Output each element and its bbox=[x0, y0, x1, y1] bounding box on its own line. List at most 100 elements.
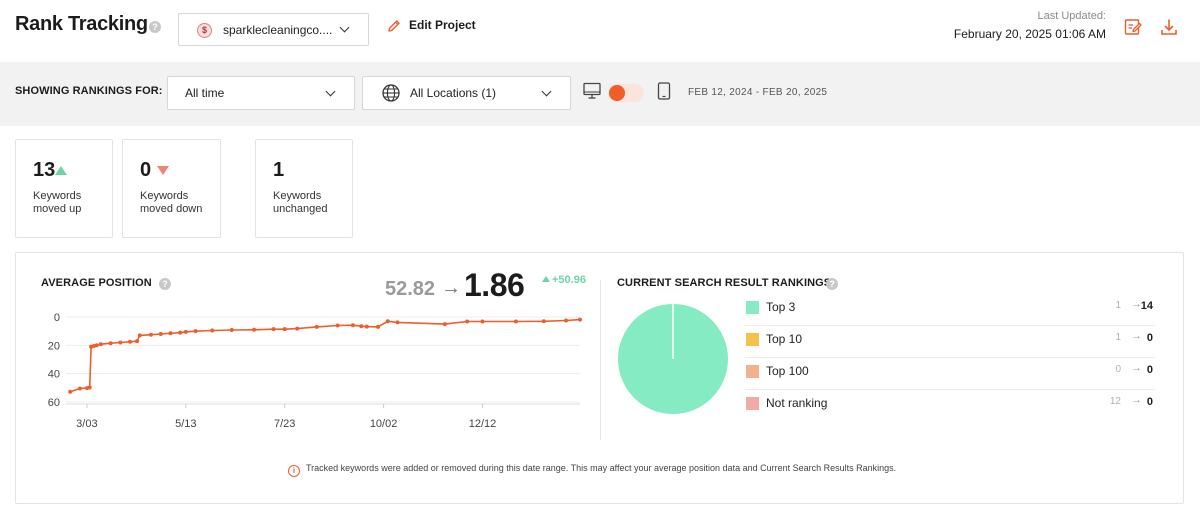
desktop-icon[interactable] bbox=[583, 82, 601, 100]
project-name: sparklecleaningco.... bbox=[223, 23, 333, 37]
ranking-from: 1 bbox=[1115, 300, 1121, 311]
data-point bbox=[148, 332, 153, 337]
trend-down-icon bbox=[157, 166, 169, 175]
data-point bbox=[314, 324, 319, 329]
time-range-select[interactable]: All time bbox=[167, 76, 355, 110]
note-text: Tracked keywords were added or removed d… bbox=[306, 463, 897, 473]
ranking-to: 0 bbox=[1146, 396, 1153, 408]
x-tick-label: 10/02 bbox=[370, 418, 398, 430]
data-point bbox=[108, 341, 113, 346]
project-selector[interactable]: $ sparklecleaningco.... bbox=[178, 13, 369, 46]
data-point bbox=[118, 340, 123, 345]
page-title: Rank Tracking bbox=[15, 13, 148, 35]
data-point bbox=[513, 319, 518, 324]
stat-label: Keywords moved down bbox=[140, 190, 203, 215]
y-tick-label: 40 bbox=[48, 369, 60, 381]
delta-value: +50.96 bbox=[552, 274, 586, 286]
data-point bbox=[98, 342, 103, 347]
data-point bbox=[168, 331, 173, 336]
page-header: Rank Tracking ? $ sparklecleaningco.... … bbox=[0, 0, 1200, 62]
data-point bbox=[364, 324, 369, 329]
data-point bbox=[480, 319, 485, 324]
series-line bbox=[69, 318, 581, 393]
ranking-row-top10: Top 10 1 → 0 bbox=[745, 326, 1155, 358]
data-point bbox=[77, 386, 82, 391]
legend-swatch bbox=[746, 397, 759, 410]
legend-swatch bbox=[746, 301, 759, 314]
data-point bbox=[465, 319, 470, 324]
data-point bbox=[128, 339, 133, 344]
stat-card-unchanged: 1 Keywords unchanged bbox=[255, 139, 353, 238]
ranking-to: 0 bbox=[1146, 364, 1153, 376]
edit-report-icon[interactable] bbox=[1123, 17, 1143, 37]
data-point bbox=[94, 343, 99, 348]
average-position-title: AVERAGE POSITION bbox=[41, 277, 152, 289]
locations-select[interactable]: All Locations (1) bbox=[362, 76, 571, 110]
data-point bbox=[87, 385, 92, 390]
data-point bbox=[578, 317, 582, 322]
device-toggle[interactable] bbox=[608, 84, 644, 102]
ranking-arrow: → bbox=[1131, 330, 1142, 342]
data-point bbox=[350, 323, 355, 328]
average-position-from: 52.82 bbox=[385, 278, 436, 300]
x-tick-label: 5/13 bbox=[175, 418, 196, 430]
ranking-arrow: → bbox=[1131, 362, 1142, 374]
project-logo-icon: $ bbox=[197, 23, 212, 38]
data-point bbox=[295, 326, 300, 331]
download-icon[interactable] bbox=[1159, 17, 1179, 37]
help-icon[interactable]: ? bbox=[149, 21, 161, 33]
help-icon[interactable]: ? bbox=[826, 278, 838, 290]
time-range-value: All time bbox=[185, 86, 225, 100]
y-tick-label: 0 bbox=[54, 312, 60, 324]
ranking-from: 0 bbox=[1115, 364, 1121, 375]
data-point bbox=[210, 328, 215, 333]
tracking-note: i Tracked keywords were added or removed … bbox=[288, 463, 896, 477]
data-point bbox=[359, 324, 364, 329]
current-rankings-title: CURRENT SEARCH RESULT RANKINGS bbox=[617, 277, 832, 289]
legend-swatch bbox=[746, 333, 759, 346]
edit-project-label: Edit Project bbox=[409, 18, 476, 32]
data-point bbox=[395, 320, 400, 325]
chevron-down-icon bbox=[325, 86, 336, 97]
data-point bbox=[282, 327, 287, 332]
ranking-from: 12 bbox=[1109, 396, 1121, 407]
data-point bbox=[335, 323, 340, 328]
legend-swatch bbox=[746, 365, 759, 378]
ranking-to: 14 bbox=[1140, 300, 1153, 312]
showing-rankings-label: SHOWING RANKINGS FOR: bbox=[15, 85, 163, 97]
info-icon: i bbox=[288, 465, 300, 477]
x-tick-label: 7/23 bbox=[274, 418, 295, 430]
last-updated-label: Last Updated: bbox=[1037, 10, 1107, 22]
last-updated-value: February 20, 2025 01:06 AM bbox=[953, 27, 1106, 41]
data-point bbox=[271, 327, 276, 332]
mobile-icon[interactable] bbox=[657, 82, 671, 100]
stat-card-moved-up: 13 Keywords moved up bbox=[15, 139, 113, 238]
data-point bbox=[68, 389, 73, 394]
stat-value: 1 bbox=[273, 159, 285, 181]
locations-value: All Locations (1) bbox=[410, 86, 497, 100]
ranking-arrow: → bbox=[1131, 394, 1142, 406]
y-tick-label: 60 bbox=[48, 397, 60, 409]
data-point bbox=[135, 339, 140, 344]
trend-up-icon bbox=[55, 166, 67, 175]
data-point bbox=[385, 319, 390, 324]
average-position-to: 1.86 bbox=[464, 267, 525, 303]
ranking-name: Top 10 bbox=[766, 332, 803, 346]
data-point bbox=[229, 328, 234, 333]
ranking-row-top3: Top 3 1 → 14 bbox=[745, 294, 1155, 326]
ranking-to: 0 bbox=[1146, 332, 1153, 344]
chevron-down-icon bbox=[541, 86, 552, 97]
stat-label: Keywords unchanged bbox=[273, 190, 328, 215]
ranking-row-top100: Top 100 0 → 0 bbox=[745, 358, 1155, 390]
data-point bbox=[158, 332, 163, 336]
data-point bbox=[541, 319, 546, 324]
data-point bbox=[137, 333, 142, 338]
data-point bbox=[252, 327, 257, 332]
rankings-panel bbox=[15, 252, 1184, 504]
data-point bbox=[193, 329, 198, 334]
stat-value: 13 bbox=[33, 159, 56, 181]
average-position-arrow: → bbox=[441, 277, 461, 299]
y-tick-label: 20 bbox=[48, 340, 60, 352]
help-icon[interactable]: ? bbox=[159, 278, 171, 290]
current-rankings-pie bbox=[618, 304, 728, 414]
